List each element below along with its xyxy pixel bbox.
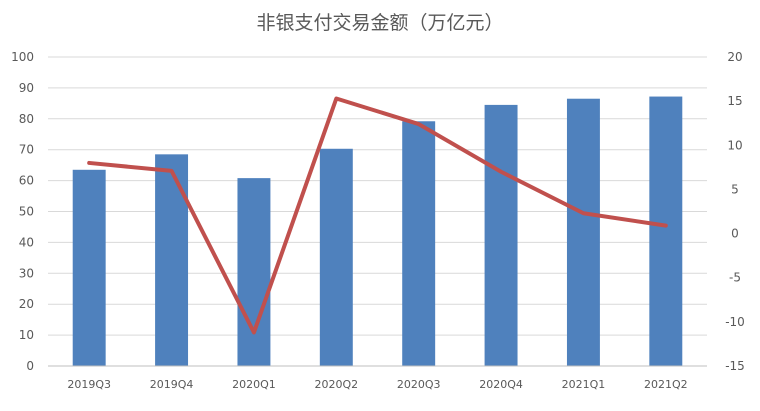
y-right-tick-label: 10 xyxy=(727,138,742,152)
bar xyxy=(319,148,353,366)
x-tick-label: 2021Q1 xyxy=(562,378,606,391)
bar xyxy=(566,98,600,366)
y-right-tick-label: 0 xyxy=(731,227,739,241)
bar xyxy=(484,104,518,367)
bar xyxy=(72,169,106,366)
y-right-tick-label: 5 xyxy=(731,182,739,196)
y-left-tick-label: 100 xyxy=(11,50,34,64)
bar xyxy=(237,178,271,366)
y-right-tick-label: 15 xyxy=(727,94,742,108)
y-left-tick-label: 50 xyxy=(19,205,34,219)
chart-title: 非银支付交易金额（万亿元） xyxy=(256,12,504,34)
x-tick-label: 2020Q3 xyxy=(397,378,441,391)
x-tick-label: 2019Q4 xyxy=(150,378,194,391)
x-tick-label: 2019Q3 xyxy=(67,378,111,391)
growth-line xyxy=(87,96,668,335)
y-left-tick-label: 40 xyxy=(19,235,34,249)
y-left-tick-label: 0 xyxy=(26,359,34,373)
y-left-tick-label: 30 xyxy=(19,266,34,280)
y-left-tick-label: 10 xyxy=(19,328,34,342)
y-left-tick-label: 60 xyxy=(19,174,34,188)
bar xyxy=(402,121,436,366)
x-tick-label: 2020Q4 xyxy=(479,378,523,391)
y-left-tick-label: 20 xyxy=(19,297,34,311)
y-left-tick-label: 90 xyxy=(19,81,34,95)
x-tick-label: 2021Q2 xyxy=(644,378,688,391)
x-tick-label: 2020Q2 xyxy=(314,378,358,391)
y-left-tick-label: 70 xyxy=(19,143,34,157)
y-right-tick-label: -15 xyxy=(725,359,745,373)
x-tick-label: 2020Q1 xyxy=(232,378,276,391)
bar xyxy=(649,96,683,366)
bar xyxy=(155,154,189,366)
y-right-tick-label: 20 xyxy=(727,50,742,64)
y-right-tick-label: -5 xyxy=(729,271,741,285)
y-left-tick-label: 80 xyxy=(19,112,34,126)
y-right-tick-label: -10 xyxy=(725,315,745,329)
